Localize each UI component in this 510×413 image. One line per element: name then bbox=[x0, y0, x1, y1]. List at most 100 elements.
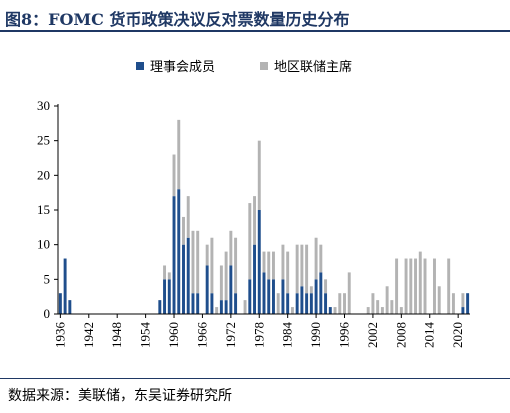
bar-regional-1987 bbox=[300, 244, 304, 287]
bar-regional-1977 bbox=[253, 196, 256, 245]
bar-board-1987 bbox=[300, 286, 304, 314]
bar-regional-1961 bbox=[177, 119, 181, 190]
source-divider bbox=[0, 378, 510, 379]
x-tick-label: 1936 bbox=[52, 322, 67, 349]
bar-regional-2013 bbox=[423, 258, 427, 314]
bar-board-1963 bbox=[186, 237, 190, 314]
legend-swatch-regional bbox=[260, 62, 268, 70]
x-tick-label: 1948 bbox=[109, 322, 124, 348]
bar-board-1971 bbox=[224, 300, 228, 314]
bar-regional-2004 bbox=[380, 307, 384, 314]
bar-regional-2002 bbox=[371, 293, 375, 314]
bar-regional-1988 bbox=[305, 244, 309, 294]
bar-regional-1991 bbox=[319, 244, 323, 273]
y-tick-label: 0 bbox=[44, 306, 51, 321]
bar-regional-1967 bbox=[205, 244, 209, 266]
x-tick-label: 2008 bbox=[393, 322, 408, 348]
bar-regional-1989 bbox=[309, 286, 313, 294]
bar-regional-1975 bbox=[243, 300, 247, 314]
y-axis: 0 5 10 15 20 25 30 bbox=[37, 98, 59, 321]
bar-board-1967 bbox=[205, 265, 209, 314]
bar-regional-1964 bbox=[191, 230, 195, 294]
bar-regional-1979 bbox=[262, 251, 266, 273]
bar-board-1960 bbox=[172, 196, 176, 314]
x-tick-label: 2002 bbox=[365, 322, 380, 348]
bar-regional-1973 bbox=[234, 237, 238, 294]
bar-board-2022 bbox=[466, 293, 470, 314]
bar-regional-2003 bbox=[376, 300, 380, 314]
bar-regional-1982 bbox=[276, 293, 280, 314]
y-tick-label: 20 bbox=[37, 167, 50, 182]
legend-label-board: 理事会成员 bbox=[150, 60, 215, 75]
bar-regional-2011 bbox=[414, 258, 418, 314]
x-tick-label: 2014 bbox=[422, 322, 437, 349]
bar-board-1938 bbox=[68, 300, 72, 314]
bar-board-1993 bbox=[328, 307, 332, 314]
figure-title: 图8：FOMC 货币政策决议反对票数量历史分布 bbox=[5, 10, 350, 29]
bar-regional-2018 bbox=[447, 258, 451, 314]
bar-board-1964 bbox=[191, 293, 195, 314]
bar-board-1983 bbox=[281, 279, 285, 314]
bar-board-1973 bbox=[234, 293, 238, 314]
bar-board-1990 bbox=[314, 279, 318, 314]
bar-regional-1985 bbox=[290, 307, 294, 314]
bar-board-1978 bbox=[257, 210, 261, 314]
bar-board-1936 bbox=[58, 293, 62, 314]
bars-group bbox=[58, 119, 470, 314]
bar-regional-1969 bbox=[215, 307, 219, 314]
bar-board-1976 bbox=[248, 279, 252, 314]
bar-regional-2021 bbox=[461, 293, 465, 308]
x-tick-label: 2020 bbox=[450, 322, 465, 348]
y-tick-label: 30 bbox=[37, 98, 50, 113]
bar-board-1961 bbox=[177, 189, 181, 314]
bar-regional-1997 bbox=[347, 272, 351, 314]
bar-regional-1978 bbox=[257, 140, 261, 210]
bar-board-1972 bbox=[229, 265, 233, 314]
bar-board-1979 bbox=[262, 272, 266, 314]
x-tick-label: 1960 bbox=[166, 322, 181, 348]
bar-regional-1963 bbox=[186, 196, 190, 238]
bar-regional-1981 bbox=[272, 251, 275, 280]
bar-regional-1972 bbox=[229, 230, 233, 266]
bar-regional-1962 bbox=[182, 216, 185, 245]
x-tick-label: 1942 bbox=[81, 322, 96, 348]
bar-board-1986 bbox=[295, 293, 299, 314]
bar-board-2021 bbox=[461, 307, 465, 314]
x-tick-label: 1966 bbox=[194, 322, 209, 349]
bar-regional-1994 bbox=[333, 307, 337, 314]
bar-regional-1971 bbox=[224, 251, 228, 301]
legend-label-regional: 地区联储主席 bbox=[274, 59, 352, 75]
bar-regional-1968 bbox=[210, 237, 214, 294]
title-divider bbox=[0, 30, 510, 32]
bar-board-1981 bbox=[272, 279, 275, 314]
bar-board-1958 bbox=[163, 279, 167, 314]
x-tick-label: 1996 bbox=[337, 322, 352, 349]
bar-regional-2015 bbox=[433, 258, 436, 314]
bar-board-1992 bbox=[324, 293, 328, 314]
bar-regional-2012 bbox=[418, 251, 422, 314]
bar-regional-1986 bbox=[295, 244, 299, 294]
bar-regional-2005 bbox=[385, 286, 389, 314]
bar-regional-1970 bbox=[219, 265, 223, 301]
x-tick-label: 1978 bbox=[251, 322, 266, 348]
bar-board-1988 bbox=[305, 293, 309, 314]
bar-regional-1959 bbox=[167, 272, 171, 280]
bar-board-1980 bbox=[267, 279, 271, 314]
bar-board-1977 bbox=[253, 244, 256, 314]
bar-regional-1996 bbox=[343, 293, 346, 314]
bar-board-1984 bbox=[286, 293, 290, 314]
bar-regional-1965 bbox=[196, 230, 200, 294]
chart-legend: 理事会成员 地区联储主席 bbox=[136, 59, 352, 75]
bar-regional-1990 bbox=[314, 237, 318, 280]
bar-regional-1976 bbox=[248, 203, 252, 280]
bar-regional-1992 bbox=[324, 279, 328, 294]
bar-regional-2008 bbox=[399, 307, 403, 314]
bar-regional-2016 bbox=[437, 286, 441, 314]
bar-regional-1958 bbox=[163, 265, 167, 280]
x-tick-label: 1984 bbox=[280, 322, 295, 349]
bar-board-1959 bbox=[167, 279, 171, 314]
y-tick-label: 15 bbox=[37, 202, 50, 217]
bar-regional-2007 bbox=[395, 258, 399, 314]
x-tick-label: 1972 bbox=[223, 322, 238, 348]
